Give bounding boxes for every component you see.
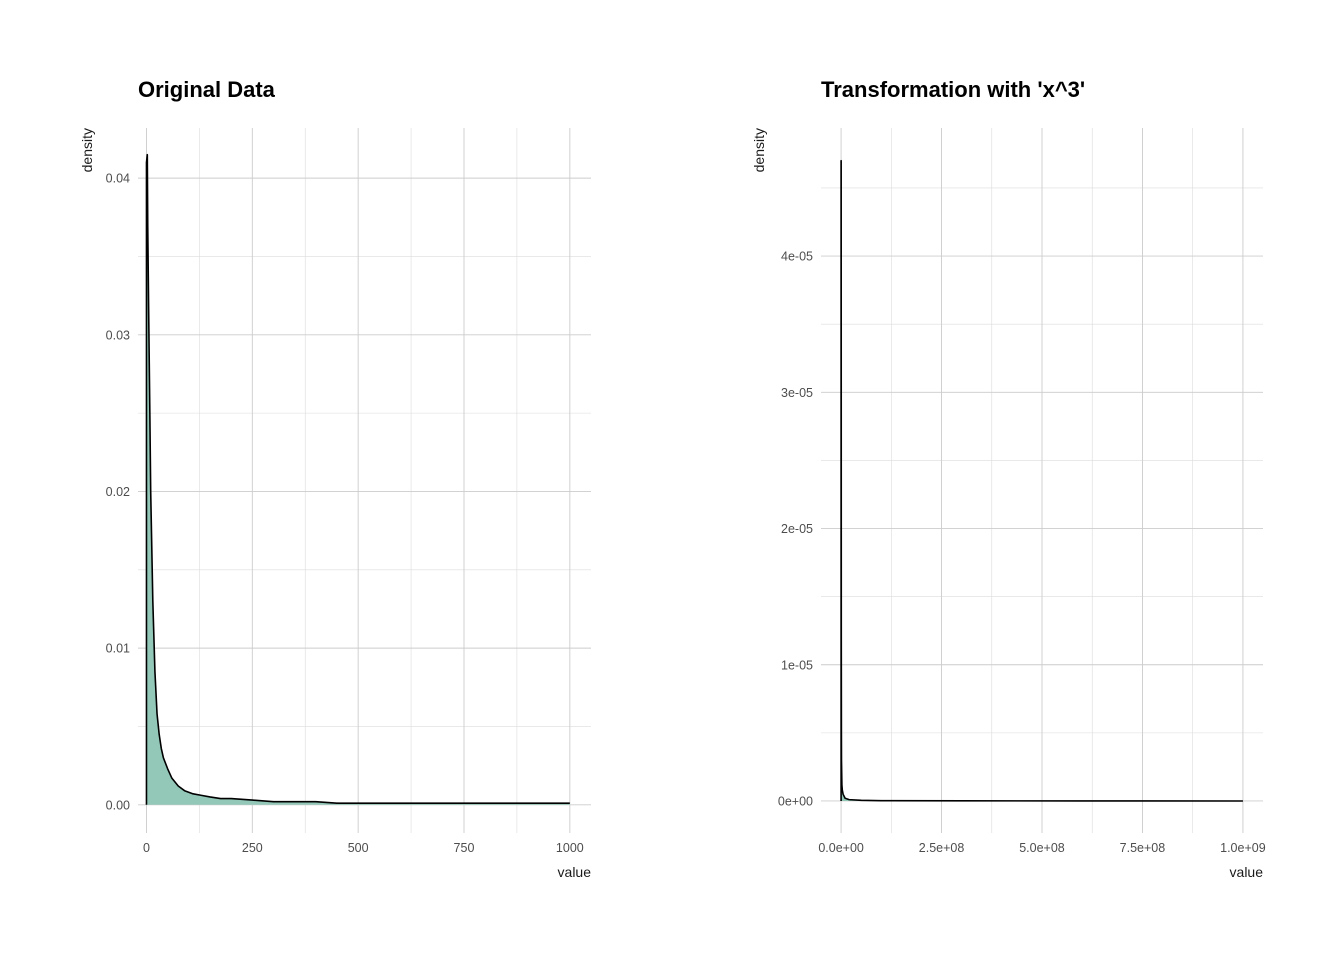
y-tick-label: 0.04 [106, 172, 130, 186]
x-tick-label: 250 [242, 841, 263, 855]
y-tick-label: 1e-05 [781, 658, 813, 672]
y-axis-ticks: 0e+00 1e-05 2e-05 3e-05 4e-05 [778, 250, 813, 809]
density-curve [145, 153, 570, 805]
y-axis-label: density [751, 128, 767, 172]
x-tick-label: 1.0e+09 [1220, 841, 1266, 855]
y-tick-label: 4e-05 [781, 250, 813, 264]
y-tick-label: 0e+00 [778, 794, 813, 808]
x-tick-label: 2.5e+08 [919, 841, 965, 855]
x-tick-label: 500 [348, 841, 369, 855]
panel-original-data: Original Data 0 250 500 750 1000 0.000.010.0… [79, 77, 591, 880]
x-tick-label: 750 [454, 841, 475, 855]
y-tick-label: 0.01 [106, 642, 130, 656]
y-tick-label: 3e-05 [781, 386, 813, 400]
x-axis-ticks: 0.0e+00 2.5e+08 5.0e+08 7.5e+08 1.0e+09 [818, 841, 1265, 855]
chart-title: Transformation with 'x^3' [821, 77, 1085, 102]
x-tick-label: 5.0e+08 [1019, 841, 1065, 855]
x-tick-label: 1000 [556, 841, 584, 855]
grid [138, 128, 591, 833]
x-axis-label: value [558, 864, 592, 880]
density-line [145, 153, 570, 805]
chart-title: Original Data [138, 77, 276, 102]
grid [821, 128, 1263, 833]
y-tick-label: 0.02 [106, 485, 130, 499]
density-curve [840, 159, 1243, 802]
y-tick-label: 0.03 [106, 328, 130, 342]
y-tick-label: 2e-05 [781, 522, 813, 536]
y-axis-label: density [79, 128, 95, 172]
y-tick-label: 0.00 [106, 798, 130, 812]
panel-transformation: Transformation with 'x^3' 0.0e+00 2.5e+08… [751, 77, 1266, 880]
y-axis-ticks: 0.00 0.01 0.02 0.03 0.04 [106, 172, 130, 813]
density-line [840, 159, 1243, 802]
x-tick-label: 7.5e+08 [1120, 841, 1166, 855]
x-axis-ticks: 0 250 500 750 1000 [143, 841, 584, 855]
x-tick-label: 0.0e+00 [818, 841, 864, 855]
x-tick-label: 0 [143, 841, 150, 855]
x-axis-label: value [1230, 864, 1264, 880]
